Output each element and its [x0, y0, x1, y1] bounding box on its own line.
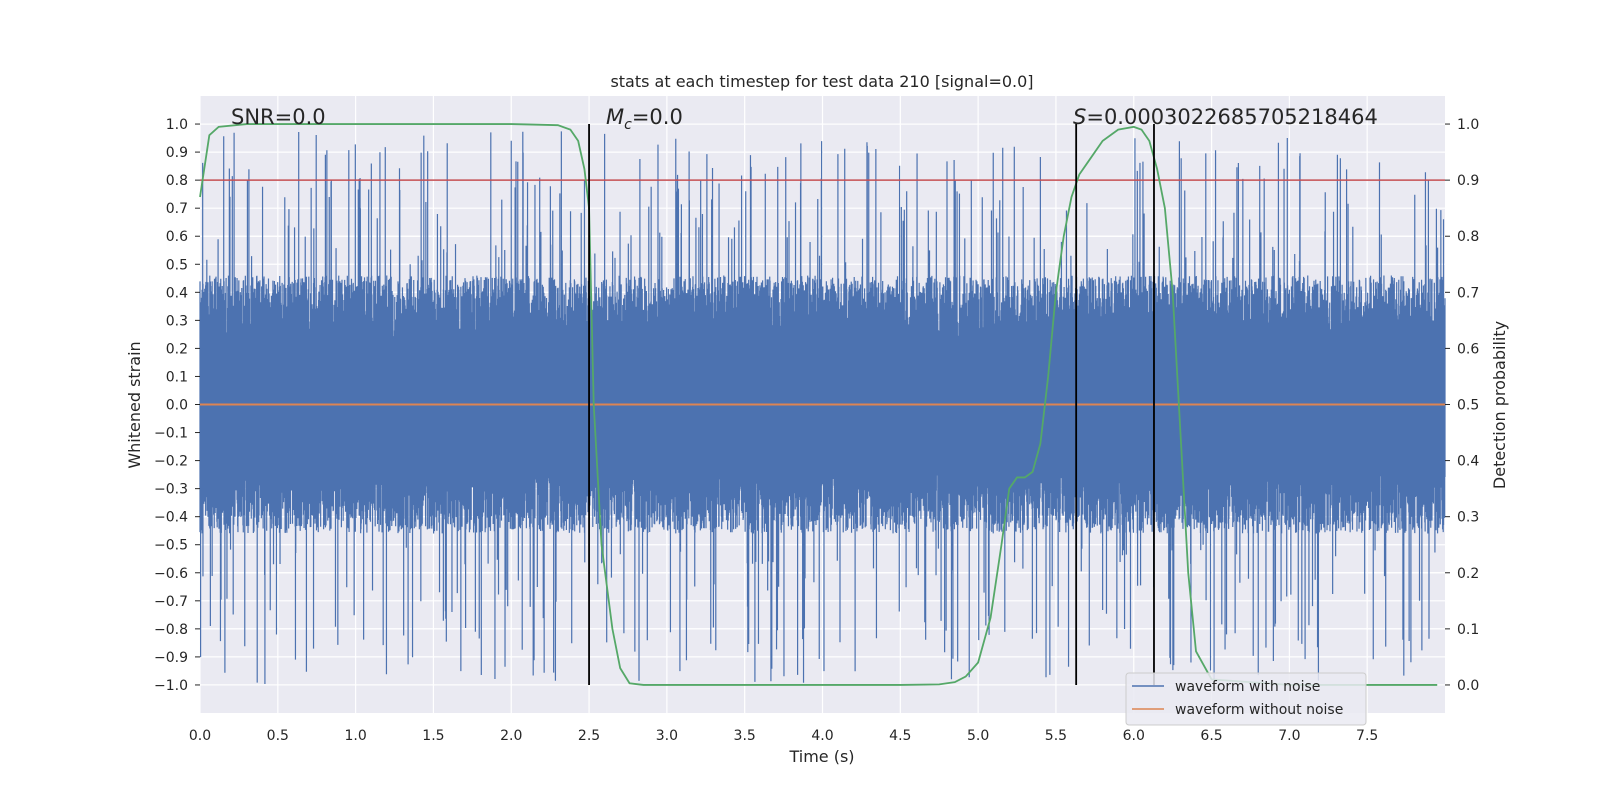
y-tick-label-2: −0.8: [154, 622, 188, 638]
y-tick-label-10: 0.0: [166, 398, 188, 414]
y2-tick-label-3: 0.3: [1457, 510, 1479, 526]
y2-tick-label-4: 0.4: [1457, 454, 1479, 470]
annotation-mc: Mc=0.0: [606, 105, 683, 133]
y-tick-label-12: 0.2: [166, 341, 188, 357]
y-tick-label-11: 0.1: [166, 369, 188, 385]
x-ticks: 0.0 0.5 1.0 1.5 2.0 2.5 3.0 3.5 4.0 4.5 5.0 5.5 6.0 6…: [189, 728, 1378, 744]
y-tick-label-20: 1.0: [166, 117, 188, 133]
y-tick-label-0: −1.0: [154, 678, 188, 694]
y-tick-label-5: −0.5: [154, 538, 188, 554]
series-detection-probability: [199, 123, 1438, 686]
legend-label-noise: waveform with noise: [1175, 679, 1320, 695]
y2-tick-label-0: 0.0: [1457, 678, 1479, 694]
y-tick-label-17: 0.7: [166, 201, 188, 217]
y-tick-label-4: −0.6: [154, 566, 188, 582]
legend-label-clean: waveform without noise: [1175, 702, 1343, 718]
legend-box: [1125, 672, 1367, 726]
x-tick-label-4: 2.0: [500, 728, 522, 744]
x-tick-label-6: 3.0: [656, 728, 678, 744]
annotation-s-symbol: S: [1073, 105, 1086, 129]
y-tick-label-15: 0.5: [166, 257, 188, 273]
y2-tick-label-6: 0.6: [1457, 341, 1479, 357]
annotation-snr: SNR=0.0: [231, 105, 326, 129]
y2-tick-label-7: 0.7: [1457, 285, 1479, 301]
x-tick-label-14: 7.0: [1278, 728, 1300, 744]
annotation-mc-sub: c: [624, 117, 632, 133]
x-tick-label-5: 2.5: [578, 728, 600, 744]
x-tick-label-15: 7.5: [1356, 728, 1378, 744]
y-tick-label-13: 0.3: [166, 313, 188, 329]
x-tick-label-11: 5.5: [1045, 728, 1067, 744]
y-axis-label: Whitened strain: [125, 341, 144, 468]
legend: waveform with noise waveform without noi…: [1125, 672, 1367, 726]
x-tick-label-9: 4.5: [889, 728, 911, 744]
y-ticks: −1.0 −0.9 −0.8 −0.7 −0.6 −0.5 −0.4 −0.3 −0.2 −0.1…: [154, 117, 200, 694]
y2-ticks: 0.0 0.1 0.2 0.3 0.4 0.5 0.6 0.7 0.8 0.9 1.0: [1445, 117, 1479, 694]
x-tick-label-12: 6.0: [1123, 728, 1145, 744]
y2-tick-label-8: 0.8: [1457, 229, 1479, 245]
annotation-s-value: =0.0003022685705218464: [1086, 105, 1378, 129]
y2-axis-label: Detection probability: [1490, 321, 1509, 489]
y2-tick-label-5: 0.5: [1457, 398, 1479, 414]
x-tick-label-8: 4.0: [811, 728, 833, 744]
y-tick-label-14: 0.4: [166, 285, 188, 301]
y-tick-label-16: 0.6: [166, 229, 188, 245]
y2-tick-label-9: 0.9: [1457, 173, 1479, 189]
x-tick-label-13: 6.5: [1200, 728, 1222, 744]
y-tick-label-1: −0.9: [154, 650, 188, 666]
x-axis-label: Time (s): [788, 747, 854, 766]
chart-title: stats at each timestep for test data 210…: [610, 72, 1033, 91]
y-tick-label-3: −0.7: [154, 594, 188, 610]
y-tick-label-7: −0.3: [154, 482, 188, 498]
annotation-s: S=0.0003022685705218464: [1073, 105, 1378, 129]
x-tick-label-3: 1.5: [422, 728, 444, 744]
y2-tick-label-1: 0.1: [1457, 622, 1479, 638]
y-tick-label-6: −0.4: [154, 510, 188, 526]
y-tick-label-8: −0.2: [154, 454, 188, 470]
x-tick-label-10: 5.0: [967, 728, 989, 744]
probability-trace: [199, 123, 1438, 686]
x-tick-label-1: 0.5: [267, 728, 289, 744]
annotation-mc-symbol: M: [606, 105, 624, 129]
vertical-markers: [588, 124, 1155, 685]
y-tick-label-19: 0.9: [166, 145, 188, 161]
x-tick-label-2: 1.0: [344, 728, 366, 744]
x-tick-label-7: 3.5: [734, 728, 756, 744]
y2-tick-label-2: 0.2: [1457, 566, 1479, 582]
y-tick-label-9: −0.1: [154, 426, 188, 442]
y2-tick-label-10: 1.0: [1457, 117, 1479, 133]
y-tick-label-18: 0.8: [166, 173, 188, 189]
annotation-mc-value: =0.0: [632, 105, 683, 129]
x-tick-label-0: 0.0: [189, 728, 211, 744]
